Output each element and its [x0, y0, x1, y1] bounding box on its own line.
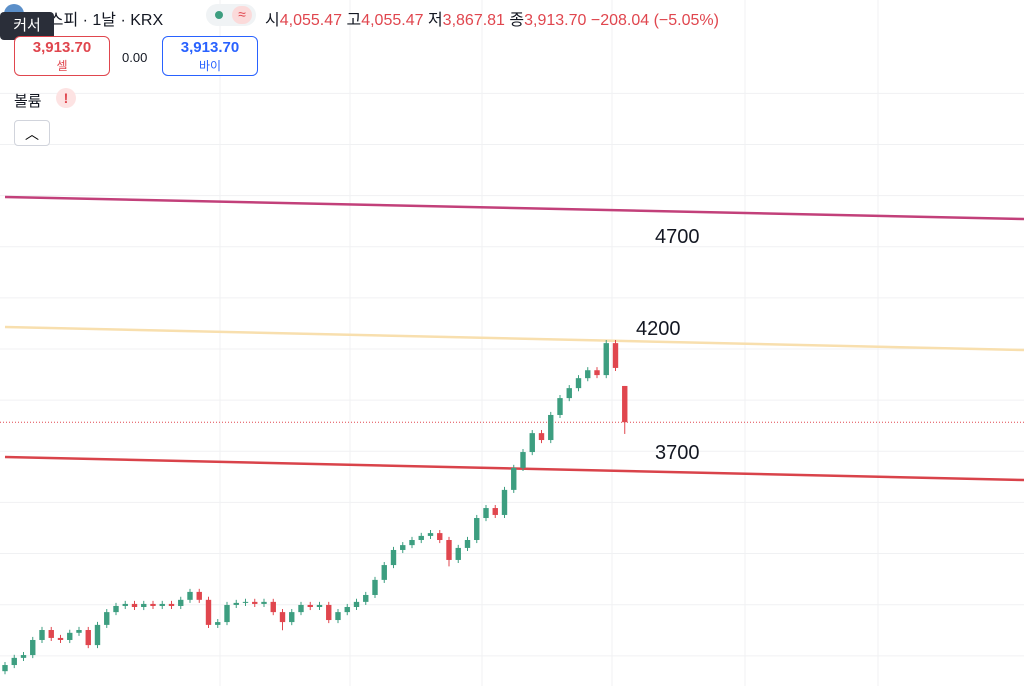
candle-body: [252, 601, 258, 604]
candle-body: [39, 630, 45, 640]
candle-body: [594, 370, 600, 376]
candle-body: [168, 603, 175, 606]
ohlc: 시4,055.47 고4,055.47 저3,867.81 종3,913.70 …: [265, 6, 719, 30]
candle-body: [289, 612, 295, 623]
high-value: 4,055.47: [361, 12, 424, 29]
trend-label: 4700: [655, 226, 700, 248]
candle-body: [585, 370, 591, 379]
volume-badge: !: [56, 88, 76, 108]
candle-body: [612, 343, 619, 368]
candle-body: [501, 489, 508, 515]
candle-body: [566, 388, 572, 399]
candle-body: [48, 630, 54, 638]
buy-button[interactable]: 3,913.70 바이: [162, 36, 258, 76]
low-value: 3,867.81: [442, 12, 505, 29]
candle-body: [224, 604, 230, 623]
candle-body: [464, 540, 471, 548]
candle-body: [353, 601, 360, 607]
candle-body: [548, 414, 554, 441]
candle-body: [520, 452, 526, 468]
candle-body: [2, 665, 8, 672]
candle-body: [483, 508, 489, 519]
candle-body: [76, 630, 82, 633]
candle-body: [409, 540, 415, 546]
open-label: 시: [265, 12, 280, 29]
candle-body: [159, 603, 165, 606]
candle-body: [363, 594, 369, 602]
candle-body: [85, 630, 91, 646]
candle-body: [298, 604, 304, 613]
candle-body: [381, 565, 387, 580]
trend-label: 4200: [636, 318, 681, 340]
candle-body: [437, 533, 443, 541]
candle-body: [575, 378, 582, 389]
candle-body: [131, 603, 138, 607]
candle-body: [538, 433, 545, 441]
candle-body: [57, 637, 64, 640]
trend-line: [4, 325, 1024, 352]
trend-label: 3700: [655, 442, 700, 464]
buy-label: 바이: [198, 59, 222, 73]
candle-body: [178, 599, 184, 606]
tooltip: 커서: [0, 12, 54, 40]
candle-body: [242, 601, 249, 603]
candle-body: [557, 398, 563, 415]
candle-body: [335, 612, 341, 621]
open-value: 4,055.47: [279, 12, 343, 29]
trend-line: [4, 195, 1024, 221]
candle-body: [316, 604, 323, 607]
candle-body: [455, 547, 461, 560]
candle-body: [67, 632, 73, 640]
buy-price: 3,913.70: [180, 39, 240, 56]
candle-body: [261, 601, 267, 604]
candle-body: [270, 601, 276, 613]
candle-body: [205, 599, 212, 625]
candle-body: [187, 591, 193, 600]
low-label: 저: [427, 12, 443, 29]
candle-body: [529, 433, 535, 453]
candle-body: [94, 624, 101, 646]
candle-body: [446, 540, 452, 560]
candle-body: [326, 604, 332, 621]
candle-body: [400, 545, 406, 550]
candle-body: [233, 602, 239, 605]
status-pill[interactable]: ≈: [206, 4, 256, 26]
candle-body: [418, 535, 424, 541]
candle-body: [603, 343, 609, 376]
candle-body: [474, 518, 480, 541]
candle-body: [196, 591, 202, 600]
candle-body: [307, 604, 313, 607]
volume-label[interactable]: 볼륨: [14, 93, 42, 110]
spread: 0.00: [122, 50, 148, 65]
symbol-title[interactable]: 코스피 · 1날 · KRX: [34, 12, 164, 29]
close-label: 종: [509, 12, 525, 29]
candle-body: [344, 606, 350, 613]
candle-body: [122, 603, 128, 606]
sell-label: 셀: [56, 59, 68, 73]
high-label: 고: [346, 12, 362, 29]
candle-body: [372, 579, 378, 595]
sell-price: 3,913.70: [32, 39, 92, 56]
sell-button[interactable]: 3,913.70 셀: [14, 36, 110, 76]
candle-body: [150, 603, 156, 606]
candle-body: [492, 508, 498, 515]
candle-body: [390, 549, 397, 566]
candle-body: [427, 533, 434, 536]
candle-body: [215, 622, 221, 625]
collapse-button[interactable]: ︿: [14, 120, 50, 146]
change: −208.04 (−5.05%): [590, 12, 719, 29]
candle-body: [20, 655, 27, 658]
candle-body: [622, 385, 628, 423]
close-value: 3,913.70: [524, 12, 587, 29]
candle-body: [30, 639, 36, 656]
candle-body: [279, 612, 286, 623]
candle-body: [511, 467, 517, 490]
candle-body: [141, 603, 147, 607]
candle-body: [113, 605, 119, 613]
candle-body: [11, 657, 17, 666]
candle-body: [104, 612, 110, 625]
